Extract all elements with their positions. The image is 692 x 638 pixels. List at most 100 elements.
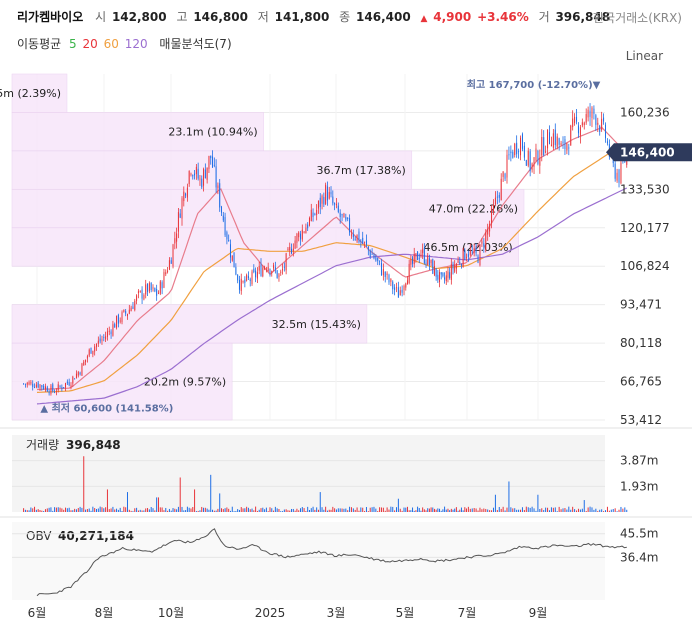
- ma-legend-title: 이동평균: [17, 37, 62, 51]
- candle-body: [240, 278, 242, 291]
- volume-bar: [606, 506, 608, 512]
- annotations: 최고 167,700 (-12.70%)▼ ▲ 최저 60,600 (141.58…: [40, 78, 600, 414]
- volume-bar: [99, 506, 101, 512]
- candle-body: [271, 271, 273, 273]
- volume-bar: [568, 506, 570, 512]
- candle-body: [273, 265, 275, 269]
- candle-body: [595, 115, 597, 125]
- candle-body: [28, 382, 30, 385]
- volume-bar: [235, 511, 237, 512]
- volume-bar: [521, 507, 523, 512]
- volume-bar: [477, 510, 479, 512]
- candle-body: [190, 173, 192, 175]
- ma-legend-5[interactable]: 5: [69, 37, 77, 51]
- stock-name[interactable]: 리가켐바이오: [17, 10, 84, 24]
- candle-body: [88, 349, 90, 356]
- volume-bar: [203, 507, 205, 512]
- candle-body: [334, 203, 336, 205]
- price-tick-label: 66,765: [620, 375, 662, 389]
- volume-bar: [308, 509, 310, 512]
- time-tick-label: 2025: [255, 606, 286, 620]
- candle-body: [224, 217, 226, 236]
- volume-profile-legend[interactable]: 매물분석도(7): [159, 37, 232, 51]
- candle-body: [566, 143, 568, 151]
- volume-bar: [188, 507, 190, 512]
- volume-bar: [452, 509, 454, 512]
- candle-body: [35, 384, 37, 388]
- volume-bar: [371, 507, 373, 512]
- ma-legend-20[interactable]: 20: [82, 37, 98, 51]
- close-value: 146,400: [356, 10, 411, 24]
- scale-mode-button[interactable]: Linear: [625, 49, 663, 63]
- volume-bar: [564, 508, 566, 512]
- volume-bar: [375, 508, 377, 512]
- volume-bar: [85, 509, 87, 512]
- volume-bar: [161, 507, 163, 512]
- last-price-tag: [606, 143, 692, 162]
- candle-body: [547, 129, 549, 149]
- candle-body: [345, 217, 347, 220]
- volume-bar: [541, 508, 543, 512]
- volume-bar: [603, 511, 605, 512]
- volume-bar: [206, 508, 208, 512]
- volume-bar: [489, 510, 491, 512]
- volume-bar: [276, 508, 278, 512]
- volume-bar: [380, 507, 382, 512]
- volume-bar: [422, 507, 424, 512]
- volume-bar: [179, 477, 181, 512]
- volume-bar: [527, 507, 529, 512]
- volume-bar: [185, 510, 187, 512]
- volume-bar: [61, 508, 63, 512]
- candle-body: [280, 271, 282, 273]
- candle-body: [433, 266, 435, 276]
- candle-body: [349, 218, 351, 233]
- candle-body: [605, 124, 607, 139]
- obv-value-label: 40,271,184: [58, 529, 134, 543]
- candle-body: [246, 274, 248, 281]
- volume-bar: [213, 510, 215, 512]
- volume-bar: [195, 511, 197, 512]
- volume-bar: [469, 508, 471, 512]
- ma-legend-120[interactable]: 120: [124, 37, 148, 51]
- candle-body: [606, 141, 608, 144]
- candle-body: [444, 277, 446, 280]
- candle-body: [512, 151, 514, 158]
- volume-bar: [68, 507, 70, 512]
- candle-body: [554, 129, 556, 146]
- candle-body: [428, 258, 430, 265]
- volume-bar: [219, 493, 221, 512]
- volume-bar: [614, 508, 616, 512]
- volume-bar: [130, 510, 132, 512]
- volume-bar: [616, 511, 618, 512]
- volume-bar: [358, 510, 360, 512]
- volume-bar: [147, 508, 149, 512]
- volume-bar: [74, 508, 76, 512]
- volume-bar: [595, 508, 597, 512]
- volume-bar: [579, 509, 581, 512]
- volume-bar: [591, 507, 593, 512]
- volume-bar: [437, 508, 439, 512]
- candle-body: [412, 257, 414, 264]
- candle-body: [576, 116, 578, 122]
- volume-bar: [449, 510, 451, 512]
- volume-bar: [574, 509, 576, 512]
- candle-body: [157, 292, 159, 294]
- candle-body: [195, 166, 197, 174]
- candle-body: [445, 275, 447, 282]
- volume-bar: [264, 509, 266, 512]
- volume-bar: [444, 506, 446, 512]
- candle-body: [183, 191, 185, 202]
- candle-body: [556, 136, 558, 147]
- ma-legend-60[interactable]: 60: [103, 37, 119, 51]
- ma-legend[interactable]: 이동평균 5 20 60 120 매물분석도(7): [17, 35, 236, 52]
- candle-body: [119, 320, 121, 322]
- candle-body: [106, 331, 108, 337]
- candle-body: [41, 385, 43, 388]
- volume-bar: [32, 508, 34, 512]
- volume-bar: [86, 509, 88, 512]
- high-annotation: 최고 167,700 (-12.70%)▼: [467, 78, 601, 91]
- volume-bar: [197, 510, 199, 512]
- volume-bar: [321, 507, 323, 512]
- candle-body: [312, 212, 314, 218]
